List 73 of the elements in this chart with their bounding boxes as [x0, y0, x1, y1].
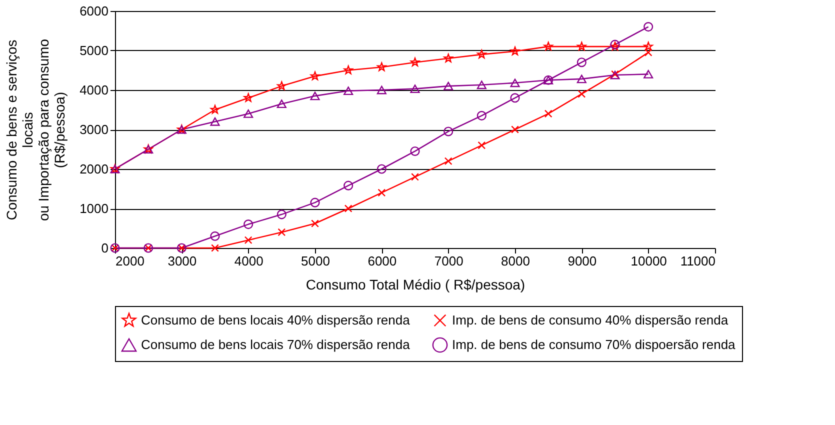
point — [444, 126, 454, 136]
y-tick-label: 1000 — [80, 201, 108, 216]
point — [344, 86, 354, 96]
point — [577, 42, 586, 51]
x-tick-label: 9000 — [568, 254, 597, 268]
point — [277, 81, 286, 90]
point — [444, 157, 452, 166]
point — [510, 78, 520, 88]
point — [211, 244, 219, 252]
point — [576, 74, 586, 84]
x-tick-label: 4000 — [234, 254, 264, 268]
point — [276, 100, 286, 108]
point — [210, 231, 220, 241]
x-tick-label: 11000 — [680, 254, 716, 268]
point — [477, 50, 486, 58]
point — [310, 92, 320, 100]
point — [410, 146, 420, 156]
point — [644, 70, 654, 78]
point — [344, 180, 354, 190]
point — [410, 84, 420, 94]
point — [377, 62, 386, 72]
x-tick-label: 10000 — [630, 254, 667, 268]
point — [444, 54, 453, 62]
point — [344, 204, 352, 212]
point — [578, 90, 586, 98]
point — [644, 22, 654, 32]
point — [544, 110, 552, 118]
point — [411, 172, 419, 181]
x-tick-label: 8000 — [501, 254, 530, 268]
legend-label: Imp. de bens de consumo 40% dispersão renda — [452, 312, 729, 328]
x-tick-label: 7000 — [434, 254, 464, 268]
point — [244, 236, 252, 244]
point — [244, 109, 254, 118]
y-tick-label: 5000 — [80, 43, 108, 58]
point — [244, 220, 254, 230]
point — [510, 46, 520, 56]
x-tick-label: 2000 — [116, 254, 144, 268]
x-tick-label: 3000 — [168, 254, 197, 268]
point — [576, 58, 586, 68]
point — [644, 48, 652, 56]
point — [476, 80, 486, 90]
point — [210, 104, 220, 114]
y-tick-label: 4000 — [80, 82, 108, 98]
y-tick-label: 0 — [101, 240, 108, 256]
point — [278, 228, 286, 236]
point — [544, 42, 553, 51]
point — [644, 42, 653, 51]
x-tick-label: 5000 — [301, 254, 330, 268]
point — [276, 210, 286, 220]
x-axis-title: Consumo Total Médio ( R$/pessoa) — [306, 276, 526, 292]
point — [310, 198, 320, 208]
point — [244, 93, 253, 102]
point — [511, 126, 519, 134]
y-tick-label: 2000 — [80, 162, 108, 176]
legend-label: Consumo de bens locais 40% dispersão renda — [141, 312, 411, 328]
point — [476, 110, 486, 120]
legend-label: Consumo de bens locais 70% dispersão renda — [141, 337, 411, 352]
point — [510, 93, 520, 103]
y-tick-label: 3000 — [80, 122, 108, 137]
x-tick-label: 6000 — [368, 254, 397, 268]
y-axis-title: Consumo de bens e serviços locais ou Importação para consumo (R$/pessoa) — [4, 38, 68, 222]
point — [478, 141, 486, 150]
point — [410, 58, 420, 66]
point — [344, 65, 353, 74]
point — [311, 220, 319, 228]
point — [444, 82, 454, 90]
point — [210, 117, 220, 126]
point — [376, 164, 386, 174]
point — [378, 188, 386, 197]
point — [376, 86, 386, 94]
point — [310, 71, 320, 80]
y-tick-label: 6000 — [80, 4, 108, 18]
legend-label: Imp. de bens de consumo 70% dispoersão renda — [452, 337, 736, 352]
